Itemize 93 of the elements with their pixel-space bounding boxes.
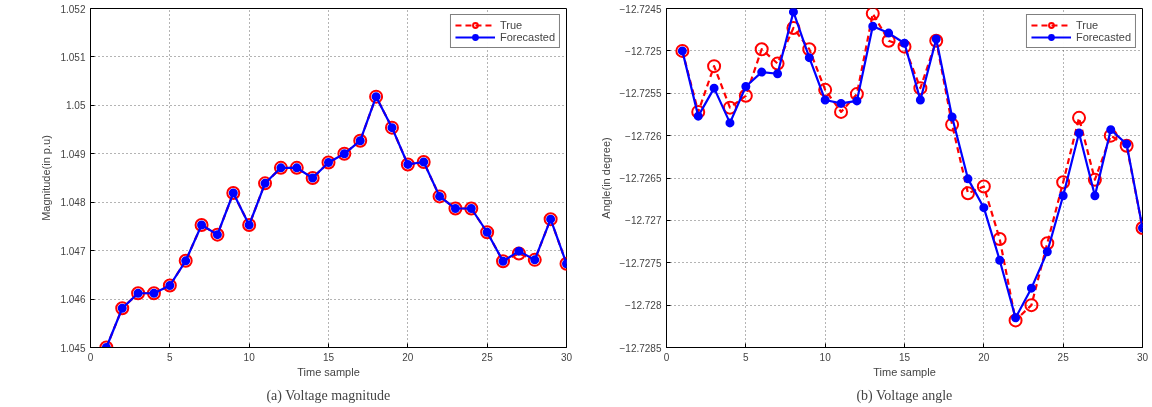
point [1074, 128, 1084, 138]
y-tick-label: 1.049 [60, 148, 86, 160]
x-tick-label: 15 [322, 351, 335, 363]
point [1008, 313, 1023, 328]
point [722, 100, 737, 115]
point [897, 39, 912, 54]
point [773, 69, 783, 79]
point [1103, 128, 1118, 143]
point [884, 28, 894, 38]
x-tick-label: 20 [978, 351, 990, 363]
point [802, 42, 817, 57]
point [770, 56, 785, 71]
x-tick-label: 25 [1057, 351, 1070, 363]
point [804, 53, 814, 63]
point [960, 186, 975, 201]
point [725, 118, 735, 128]
point [834, 104, 849, 119]
x-tick-label: 30 [1136, 351, 1149, 363]
point [1119, 138, 1134, 153]
y-axis-title: Magnitude(in p.u) [40, 135, 53, 221]
x-tick-label: 10 [819, 351, 832, 363]
x-tick-label: 15 [898, 351, 911, 363]
point [1090, 191, 1100, 201]
point [947, 112, 957, 122]
x-tick-label: 0 [663, 351, 670, 363]
legend-label: Forecasted [499, 31, 555, 43]
point [1058, 191, 1068, 201]
point [976, 179, 991, 194]
y-tick-label: −12.7265 [619, 173, 662, 184]
y-tick-label: 1.05 [66, 100, 86, 112]
y-tick-label: 1.047 [60, 245, 86, 257]
point [1042, 247, 1052, 257]
point [995, 255, 1005, 265]
point [929, 33, 944, 48]
point [979, 203, 989, 213]
point [757, 67, 767, 77]
point [868, 21, 878, 31]
point [881, 33, 896, 48]
point [511, 246, 526, 261]
y-tick-label: −12.727 [625, 215, 662, 227]
y-tick-label: −12.725 [625, 45, 662, 57]
point [963, 174, 973, 184]
point [913, 81, 928, 96]
y-tick-label: −12.726 [625, 130, 662, 142]
legend-label: True [1075, 19, 1099, 31]
point [691, 104, 706, 119]
point [1026, 283, 1036, 293]
y-tick-label: −12.7245 [619, 3, 662, 15]
point [754, 42, 769, 57]
point [1106, 125, 1116, 135]
point [707, 59, 722, 74]
legend-label: True [499, 19, 523, 31]
x-axis-title: Time sample [297, 365, 360, 378]
point [786, 21, 801, 35]
text: (b) Voltage angle [856, 387, 953, 404]
point [852, 96, 862, 106]
point [738, 88, 753, 103]
point [709, 83, 719, 93]
point [1024, 298, 1039, 313]
text: (a) Voltage magnitude [266, 387, 391, 404]
y-axis-title: Angle(in degree) [599, 137, 612, 219]
x-tick-label: 20 [402, 351, 414, 363]
point [1087, 172, 1102, 187]
y-tick-label: 1.046 [60, 294, 86, 306]
y-tick-label: −12.7285 [619, 342, 662, 354]
point [1056, 175, 1071, 190]
x-tick-label: 30 [560, 351, 573, 363]
y-tick-label: −12.7255 [619, 88, 662, 100]
point [849, 87, 864, 102]
point [818, 82, 833, 97]
point [836, 98, 846, 108]
point [992, 232, 1007, 247]
legend-label: Forecasted [1075, 31, 1131, 43]
y-tick-label: 1.051 [60, 51, 86, 63]
x-axis-title: Time sample [873, 365, 936, 378]
y-tick-label: 1.045 [60, 342, 86, 354]
point [915, 95, 925, 105]
point [741, 81, 751, 91]
x-tick-label: 5 [167, 351, 174, 363]
x-tick-label: 0 [87, 351, 94, 363]
point [1040, 236, 1055, 251]
x-tick-label: 10 [243, 351, 256, 363]
point [865, 8, 880, 21]
y-tick-label: 1.048 [60, 197, 86, 209]
point [820, 95, 830, 105]
point [1072, 110, 1087, 125]
y-tick-label: −12.7275 [619, 257, 662, 269]
y-tick-label: 1.052 [60, 3, 86, 15]
point [945, 117, 960, 132]
point [788, 8, 798, 17]
x-tick-label: 5 [743, 351, 750, 363]
y-tick-label: −12.728 [625, 300, 662, 312]
x-tick-label: 25 [481, 351, 494, 363]
